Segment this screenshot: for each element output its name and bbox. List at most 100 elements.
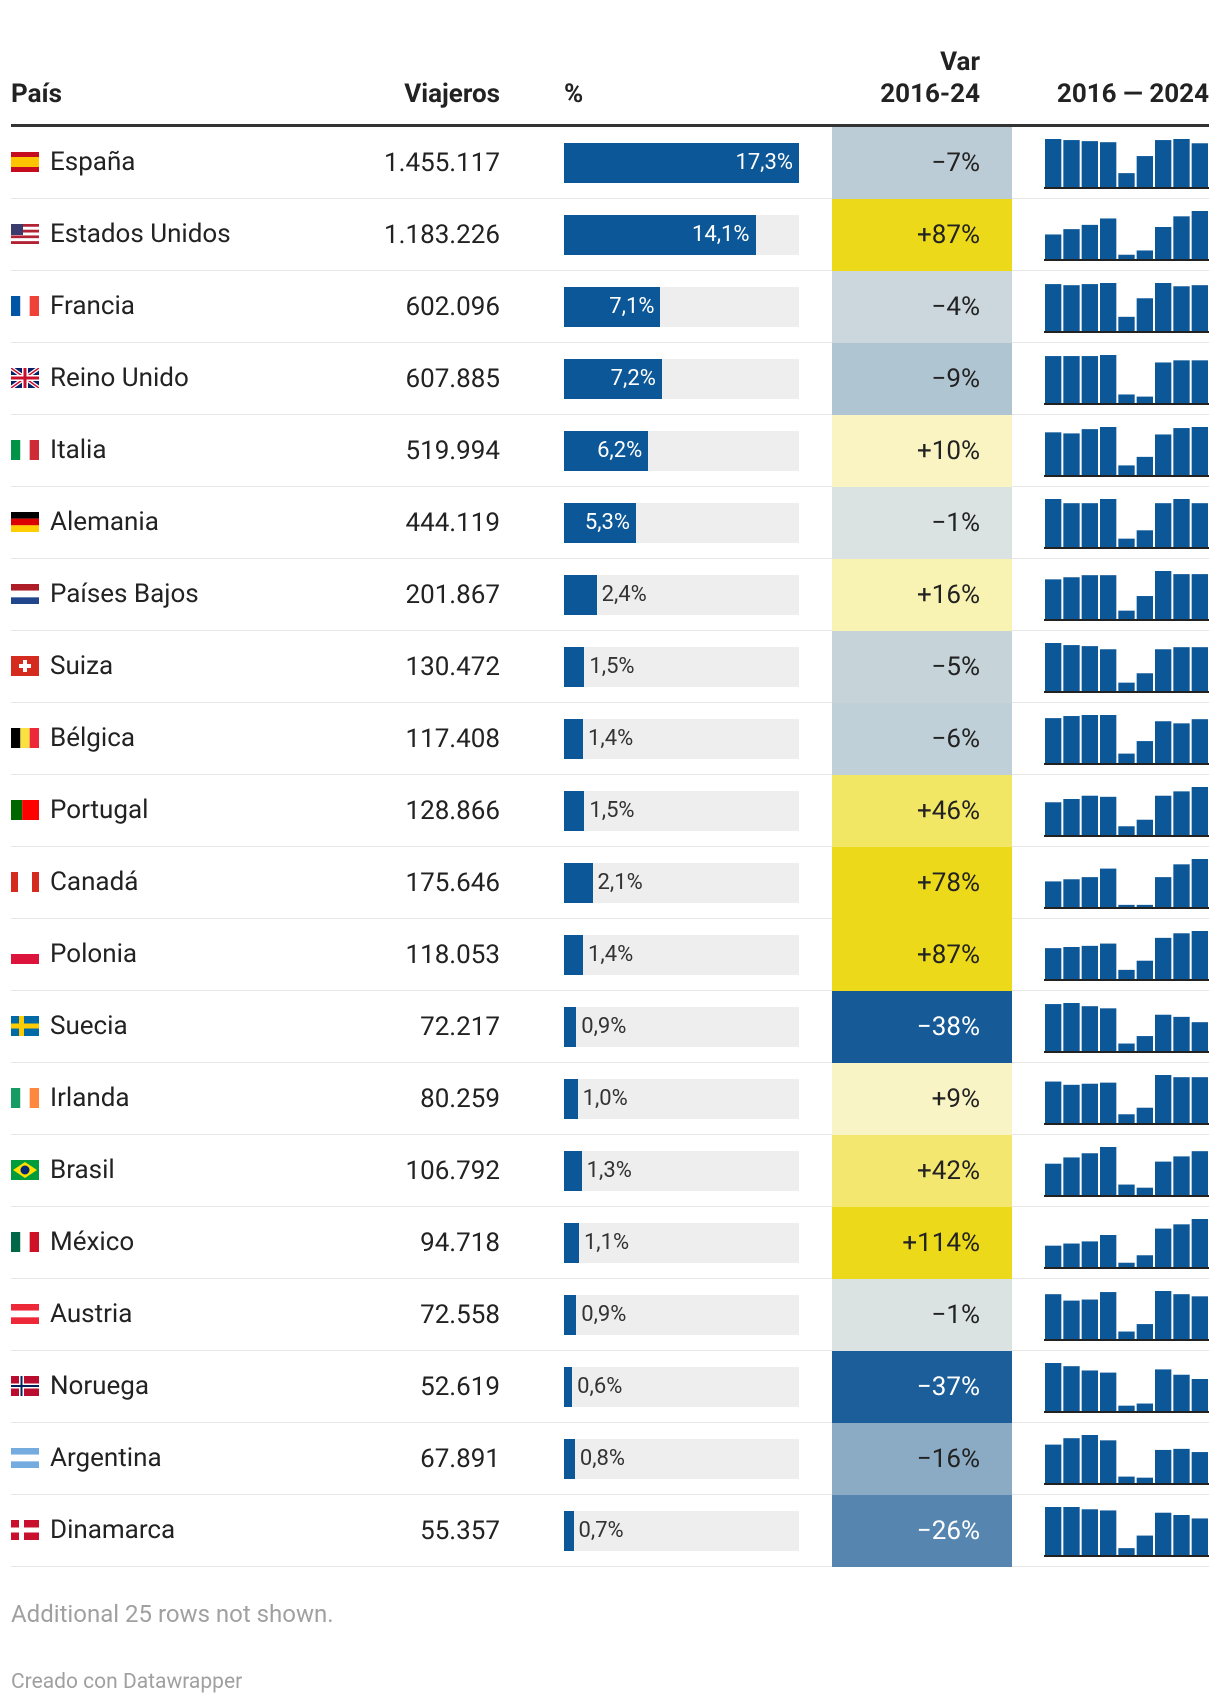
- spark-bar: [1100, 282, 1117, 331]
- spark-bar: [1100, 1082, 1117, 1123]
- spark-bar: [1173, 1223, 1190, 1267]
- spark-bar: [1100, 217, 1117, 259]
- spark-bar: [1100, 1007, 1117, 1051]
- spark-bar: [1136, 1535, 1153, 1555]
- flag-part: [11, 512, 39, 519]
- spark-bar: [1100, 868, 1117, 907]
- flag-part: [11, 152, 39, 157]
- var-cell: −38%: [832, 991, 1012, 1063]
- spark-bar: [1100, 1439, 1117, 1483]
- country-cell: Reino Unido: [11, 351, 251, 406]
- spark-bar: [1136, 595, 1153, 619]
- spark-bar: [1081, 1369, 1098, 1411]
- row: Suiza 130.472 1,5% −5%: [11, 631, 1209, 703]
- pct-track: 1,4%: [564, 718, 799, 759]
- pct-track: 2,1%: [564, 862, 799, 903]
- spark-bar: [1045, 1293, 1062, 1339]
- flag: [11, 1160, 39, 1180]
- country-name: Suecia: [50, 1011, 128, 1041]
- country-name: Estados Unidos: [50, 219, 231, 249]
- country-cell: Estados Unidos: [11, 207, 251, 262]
- spark-bar: [1063, 715, 1080, 763]
- spark-bar: [1155, 720, 1172, 763]
- travelers: 52.619: [420, 1371, 500, 1402]
- flag-part: [29, 1232, 39, 1252]
- spark-bar: [1191, 930, 1208, 979]
- sparkline: [1044, 1434, 1209, 1485]
- spark-bar: [1136, 1107, 1153, 1123]
- country-cell: Suecia: [11, 999, 251, 1054]
- var-label: −1%: [931, 1300, 980, 1330]
- spark-bar: [1100, 141, 1117, 187]
- spark-bar: [1191, 502, 1208, 547]
- spark-bar: [1136, 155, 1153, 187]
- spark-bar: [1173, 1514, 1190, 1555]
- spark-bar: [1155, 648, 1172, 691]
- spark-bar: [1191, 718, 1208, 763]
- spark-bar: [1118, 1405, 1135, 1411]
- country-name: Polonia: [50, 939, 138, 969]
- header-pct: %: [564, 79, 584, 109]
- var-cell: +16%: [832, 559, 1012, 631]
- var-label: −7%: [931, 148, 980, 178]
- spark-bar: [1063, 1243, 1080, 1267]
- spark-bar: [1173, 1448, 1190, 1483]
- travelers: 67.891: [420, 1443, 500, 1474]
- spark-bar: [1045, 1506, 1062, 1555]
- row: Argentina 67.891 0,8% −16%: [11, 1423, 1209, 1495]
- header-var-2: 2016-24: [880, 79, 980, 109]
- flag-part: [11, 224, 23, 235]
- pct-track: 14,1%: [564, 214, 799, 255]
- pct-label: 1,5%: [589, 797, 635, 823]
- spark-bar: [1118, 904, 1135, 907]
- spark-bar: [1063, 355, 1080, 403]
- country-name: España: [50, 147, 136, 177]
- spark-bar: [1173, 427, 1190, 475]
- spark-bar: [1136, 1323, 1153, 1339]
- travelers: 602.096: [405, 291, 500, 322]
- flag: [11, 944, 39, 964]
- flag: [11, 800, 39, 820]
- travelers: 55.357: [420, 1515, 500, 1546]
- flag-part: [11, 597, 39, 604]
- pct-bar: [564, 718, 584, 759]
- spark-bar: [1081, 502, 1098, 547]
- spark-bar: [1118, 1331, 1135, 1339]
- pct-track: 2,4%: [564, 574, 799, 615]
- var-label: −6%: [931, 724, 980, 754]
- spark-bar: [1173, 1374, 1190, 1411]
- flag: [11, 584, 39, 604]
- sparkline: [1044, 1506, 1209, 1557]
- country-name: Alemania: [50, 507, 159, 537]
- flag-part: [11, 296, 21, 316]
- spark-bar: [1063, 1002, 1080, 1051]
- spark-bar: [1191, 1150, 1208, 1195]
- spark-bar: [1118, 825, 1135, 835]
- row: Austria 72.558 0,9% −1%: [11, 1279, 1209, 1351]
- travelers: 607.885: [405, 363, 500, 394]
- footnote: Additional 25 rows not shown.: [11, 1600, 334, 1628]
- country-cell: Canadá: [11, 855, 251, 910]
- flag-part: [11, 1232, 21, 1252]
- country-cell: España: [11, 135, 251, 190]
- country-cell: Bélgica: [11, 711, 251, 766]
- spark-bar: [1045, 717, 1062, 763]
- var-label: +42%: [916, 1156, 980, 1186]
- var-cell: +87%: [832, 199, 1012, 271]
- country-cell: Argentina: [11, 1431, 251, 1486]
- spark-bar: [1081, 283, 1098, 331]
- country-cell: Irlanda: [11, 1071, 251, 1126]
- spark-bar: [1155, 433, 1172, 475]
- flag: [11, 1016, 39, 1036]
- spark-bar: [1173, 215, 1190, 259]
- flag-part: [11, 954, 39, 964]
- pct-bar: [564, 1078, 578, 1119]
- spark-bar: [1191, 359, 1208, 403]
- header-row: País Viajeros % Var 2016-24 2016 — 2024: [11, 0, 1209, 127]
- var-label: +16%: [916, 580, 980, 610]
- spark-bar: [1191, 284, 1208, 331]
- flag-part: [20, 728, 30, 748]
- spark-bar: [1045, 947, 1062, 979]
- spark-bar: [1191, 1021, 1208, 1051]
- pct-bar: [564, 214, 756, 255]
